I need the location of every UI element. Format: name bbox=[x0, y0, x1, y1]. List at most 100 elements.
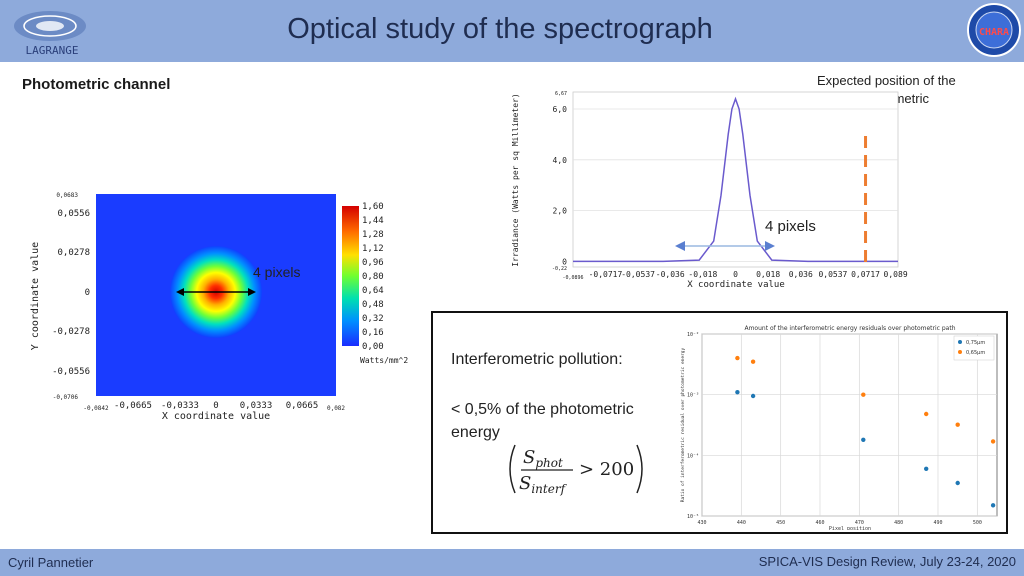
profile-y-tick: 2,0 bbox=[553, 207, 568, 216]
footer-bar: Cyril Pannetier SPICA-VIS Design Review,… bbox=[0, 549, 1024, 576]
footer-author: Cyril Pannetier bbox=[8, 555, 94, 570]
scatter-x-tick: 490 bbox=[933, 520, 942, 526]
chara-logo-text: CHARA bbox=[979, 27, 1009, 38]
profile-chart: 4 pixels -0,0896 -0,0717-0,0537 -0,036 -0,0… bbox=[511, 91, 908, 290]
colorbar-tick: 0,96 bbox=[362, 258, 384, 268]
scatter-x-tick: 440 bbox=[737, 520, 746, 526]
heatmap-x-tick: 0,0333 bbox=[240, 401, 273, 411]
scatter-title: Amount of the interferometric energy res… bbox=[744, 325, 955, 332]
profile-x-tick: -0,018 bbox=[688, 270, 717, 279]
scatter-x-tick: 450 bbox=[776, 520, 785, 526]
colorbar-tick: 1,60 bbox=[362, 202, 384, 212]
scatter-point bbox=[735, 355, 740, 361]
profile-x-tick: 0,018 bbox=[756, 270, 780, 279]
scatter-point bbox=[955, 422, 960, 427]
pollution-text: < 0,5% of the photometric energy bbox=[451, 401, 634, 441]
heatmap-x-tick: 0 bbox=[213, 401, 218, 411]
slide-title: Optical study of the spectrograph bbox=[287, 13, 713, 45]
heatmap-x-tick: -0,0665 bbox=[114, 401, 152, 411]
scatter-x-tick: 500 bbox=[973, 520, 982, 526]
scatter-y-tick: 10⁻³ bbox=[687, 393, 699, 399]
profile-y-tick: 4,0 bbox=[553, 156, 568, 165]
formula-relation: > 200 bbox=[579, 459, 634, 480]
heatmap-y-tick: -0,0706 bbox=[53, 394, 79, 401]
heatmap-y-tick: 0 bbox=[85, 288, 90, 298]
profile-arrow bbox=[675, 241, 775, 251]
profile-frame bbox=[572, 91, 899, 268]
section-title: Photometric channel bbox=[22, 76, 171, 93]
colorbar-tick: 0,16 bbox=[362, 328, 384, 338]
scatter-x-tick: 460 bbox=[815, 520, 824, 526]
formula-numerator-sub: phot bbox=[535, 456, 563, 470]
footer-event: SPICA-VIS Design Review, July 23-24, 202… bbox=[758, 554, 1016, 569]
chara-logo: CHARA bbox=[967, 3, 1021, 57]
scatter-point bbox=[924, 466, 929, 471]
heatmap-xlabel: X coordinate value bbox=[162, 411, 270, 422]
heatmap-y-tick: 0,0556 bbox=[57, 209, 90, 219]
scatter-legend-box bbox=[953, 335, 995, 361]
heatmap-x-tick: 0,082 bbox=[327, 405, 345, 412]
heatmap-x-tick: -0,0842 bbox=[83, 405, 109, 412]
scatter-point bbox=[990, 439, 996, 444]
colorbar-tick: 1,12 bbox=[362, 244, 384, 254]
heatmap-y-tick: 0,0278 bbox=[57, 248, 90, 258]
pollution-title: Interferometric pollution: bbox=[451, 351, 623, 368]
profile-x-tick: 0,0537 bbox=[818, 270, 847, 279]
scatter-x-tick: 470 bbox=[855, 520, 864, 526]
colorbar-tick: 0,80 bbox=[362, 272, 384, 282]
scatter-point bbox=[924, 411, 929, 417]
profile-x-tick: 0 bbox=[733, 270, 738, 279]
profile-x-tick: -0,0537 bbox=[621, 270, 655, 279]
profile-x-tick: -0,0717 bbox=[589, 270, 623, 279]
heatmap-arrow bbox=[176, 288, 256, 296]
scatter-frame bbox=[701, 333, 998, 517]
heatmap-x-tick: 0,0665 bbox=[286, 401, 319, 411]
colorbar-tick: 0,48 bbox=[362, 300, 384, 310]
scatter-y-tick: 10⁻⁵ bbox=[687, 514, 699, 520]
svg-text:Sinterf: Sinterf bbox=[519, 473, 568, 496]
profile-annotation: 4 pixels bbox=[765, 218, 816, 235]
scatter-point bbox=[955, 480, 960, 486]
ratio-formula: Sphot Sinterf > 200 bbox=[509, 444, 643, 496]
profile-x-tick: -0,036 bbox=[656, 270, 685, 279]
colorbar-tick: 1,28 bbox=[362, 230, 384, 240]
scatter-y-tick: 10⁻⁴ bbox=[687, 453, 699, 459]
scatter-legend-label: 0,75µm bbox=[966, 340, 985, 346]
profile-y-tick: -0,22 bbox=[552, 266, 567, 272]
svg-text:Sphot: Sphot bbox=[523, 447, 563, 470]
lagrange-logo: LAGRANGE bbox=[14, 11, 86, 57]
heatmap-y-tick: -0,0556 bbox=[52, 367, 90, 377]
profile-x-tick: -0,0896 bbox=[562, 275, 583, 281]
heatmap-y-tick: 0,0683 bbox=[56, 192, 78, 199]
profile-y-tick: 0 bbox=[562, 257, 567, 266]
colorbar-tick: 0,64 bbox=[362, 286, 384, 296]
scatter-chart: Amount of the interferometric energy res… bbox=[680, 325, 998, 530]
scatter-legend-label: 0,65µm bbox=[966, 350, 985, 356]
formula-numerator: S bbox=[523, 447, 535, 468]
scatter-ylabel: Ratio of interferometric residual over p… bbox=[680, 348, 686, 503]
lagrange-logo-text: LAGRANGE bbox=[26, 44, 79, 57]
scatter-x-tick: 480 bbox=[894, 520, 903, 526]
profile-y-tick: 6,0 bbox=[553, 105, 568, 114]
scatter-point bbox=[861, 437, 866, 442]
scatter-point bbox=[735, 390, 740, 395]
profile-x-tick: 0,0717 bbox=[851, 270, 880, 279]
heatmap-annotation: 4 pixels bbox=[253, 264, 300, 280]
scatter-point bbox=[861, 392, 866, 397]
heatmap-ylabel: Y coordinate value bbox=[30, 242, 41, 350]
colorbar-unit: Watts/mm^2 bbox=[360, 356, 408, 365]
scatter-legend: 0,75µm 0,65µm bbox=[953, 335, 995, 361]
profile-xlabel: X coordinate value bbox=[687, 280, 785, 290]
formula-denominator-sub: interf bbox=[531, 482, 567, 496]
profile-series-line bbox=[573, 96, 898, 263]
colorbar bbox=[342, 206, 359, 346]
heatmap-chart: 4 pixels -0,0842 -0,0665 -0,0333 0 0,0333 0,0… bbox=[30, 192, 408, 422]
profile-x-tick: 0,036 bbox=[789, 270, 813, 279]
profile-ylabel: Irradiance (Watts per sq Millimeter) bbox=[511, 93, 520, 266]
scatter-x-tick: 430 bbox=[697, 520, 706, 526]
header-bar bbox=[0, 0, 1024, 62]
scatter-xlabel: Pixel position bbox=[829, 526, 871, 530]
profile-y-tick: 6,67 bbox=[555, 91, 567, 97]
heatmap-y-tick: -0,0278 bbox=[52, 327, 90, 337]
scatter-point bbox=[750, 393, 756, 399]
